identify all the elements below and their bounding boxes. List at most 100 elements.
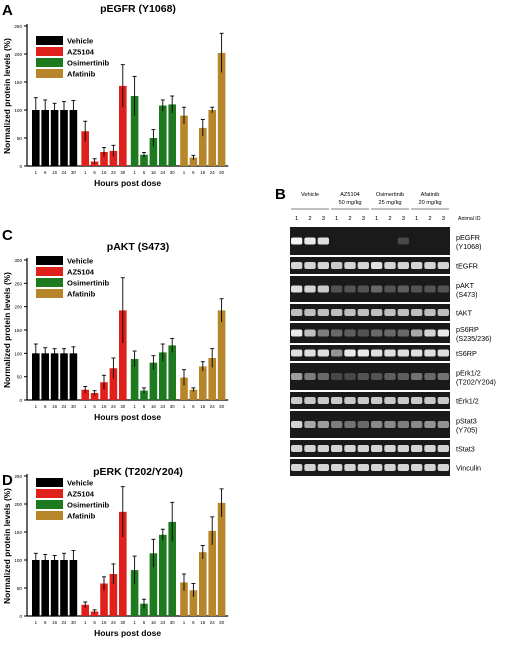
blot-band [424, 397, 436, 404]
blot-band [304, 421, 316, 428]
blot-band [424, 421, 436, 428]
bar-afatinib-24 [208, 530, 216, 616]
blot-band [397, 464, 409, 471]
blot-band [371, 285, 383, 293]
bar-osimertinib-30 [168, 345, 176, 400]
legend-swatch-afatinib [36, 511, 63, 520]
blot-band [411, 309, 423, 316]
legend-label-afatinib: Afatinib [67, 70, 96, 79]
bar-osimertinib-24 [159, 534, 167, 616]
x-tick-label: 16 [102, 170, 107, 175]
chart-title: pEGFR (Y1068) [100, 3, 176, 15]
chart-2: pAKT (S473) 0 50 100 150 200 250 300 Normalized … [2, 241, 229, 422]
legend-swatch-vehicle [36, 36, 63, 45]
blot-row: tStat3 [290, 440, 475, 457]
blot-band [344, 309, 356, 316]
blot-lane-number: 2 [428, 216, 431, 222]
x-tick-label: 6 [192, 404, 195, 409]
x-tick-label: 24 [210, 620, 215, 625]
bar-afatinib-24 [208, 358, 216, 400]
bar-az5104-6 [90, 611, 99, 616]
blot-band [344, 262, 356, 269]
bar-afatinib-16 [199, 366, 207, 400]
x-tick-label: 1 [35, 170, 38, 175]
legend-swatch-osimertinib [36, 58, 63, 67]
bar-afatinib-30 [217, 310, 226, 400]
x-tick-label: 30 [170, 404, 175, 409]
blot-band [344, 445, 356, 452]
bar-osimertinib-30 [168, 104, 176, 166]
x-tick-label: 30 [120, 170, 125, 175]
blot-band [384, 349, 396, 357]
blot-band [304, 309, 316, 316]
x-tick-label: 30 [71, 170, 76, 175]
panel-letter-b: B [275, 186, 286, 203]
blot-band [397, 237, 409, 245]
blot-band [331, 464, 343, 471]
blot-band [317, 421, 329, 428]
blot-band [437, 349, 449, 357]
panel-letter-d: D [2, 472, 13, 489]
x-tick-label: 6 [44, 620, 47, 625]
x-tick-label: 1 [84, 404, 87, 409]
bar-az5104-16 [100, 583, 108, 616]
blot-band [411, 445, 423, 452]
x-tick-label: 1 [133, 620, 136, 625]
blot-band [344, 373, 356, 380]
y-tick-label: 50 [17, 586, 23, 591]
bar-afatinib-6 [189, 590, 198, 616]
bar-osimertinib-30 [168, 521, 176, 616]
blot-band [291, 309, 303, 316]
blot-band [397, 262, 409, 269]
x-axis-label: Hours post dose [94, 628, 161, 638]
x-tick-label: 30 [170, 620, 175, 625]
blot-band [291, 421, 303, 428]
blot-band [357, 262, 369, 269]
bar-afatinib-6 [189, 157, 198, 166]
x-tick-label: 1 [183, 404, 186, 409]
y-tick-label: 0 [19, 398, 22, 403]
blot-row-label: pStat3 [456, 417, 477, 426]
x-tick-label: 16 [151, 404, 156, 409]
legend-label-vehicle: Vehicle [67, 37, 93, 46]
blot-lane-number: 2 [348, 216, 351, 222]
blot-row: Vinculin [290, 459, 481, 476]
chart-title: pERK (T202/Y204) [93, 466, 183, 478]
blot-band [397, 373, 409, 380]
x-tick-label: 30 [219, 404, 224, 409]
legend-swatch-osimertinib [36, 500, 63, 509]
blot-band [357, 397, 369, 404]
x-tick-label: 30 [71, 404, 76, 409]
y-tick-label: 50 [17, 136, 23, 141]
bar-osimertinib-1 [130, 358, 139, 400]
blot-band [397, 421, 409, 428]
y-tick-label: 150 [14, 530, 22, 535]
blot-band [424, 262, 436, 269]
bar-afatinib-1 [180, 115, 188, 166]
x-tick-label: 24 [160, 620, 165, 625]
blot-band [411, 329, 423, 337]
blot-band [317, 464, 329, 471]
blot-band [357, 309, 369, 316]
x-tick-label: 16 [52, 620, 57, 625]
blot-strip [290, 345, 450, 361]
legend-swatch-vehicle [36, 256, 63, 265]
bar-vehicle-1 [32, 560, 40, 616]
animal-id-label: Animal ID [458, 216, 481, 222]
x-tick-label: 1 [133, 170, 136, 175]
blot-band [344, 285, 356, 293]
blot-band [317, 329, 329, 337]
blot-band [384, 445, 396, 452]
blot-band [437, 421, 449, 428]
x-tick-label: 6 [93, 404, 96, 409]
blot-row: tAKT [290, 304, 473, 321]
x-tick-label: 24 [62, 620, 67, 625]
x-tick-label: 6 [192, 170, 195, 175]
bar-vehicle-16 [50, 560, 59, 616]
blot-band [437, 309, 449, 316]
blot-band [344, 397, 356, 404]
blot-band [304, 464, 316, 471]
bar-osimertinib-24 [159, 352, 167, 400]
blot-row: pErk1/2(T202/Y204) [290, 363, 496, 390]
chart-3: pERK (T202/Y204) 0 50 100 150 200 250 Normalize… [2, 466, 229, 638]
